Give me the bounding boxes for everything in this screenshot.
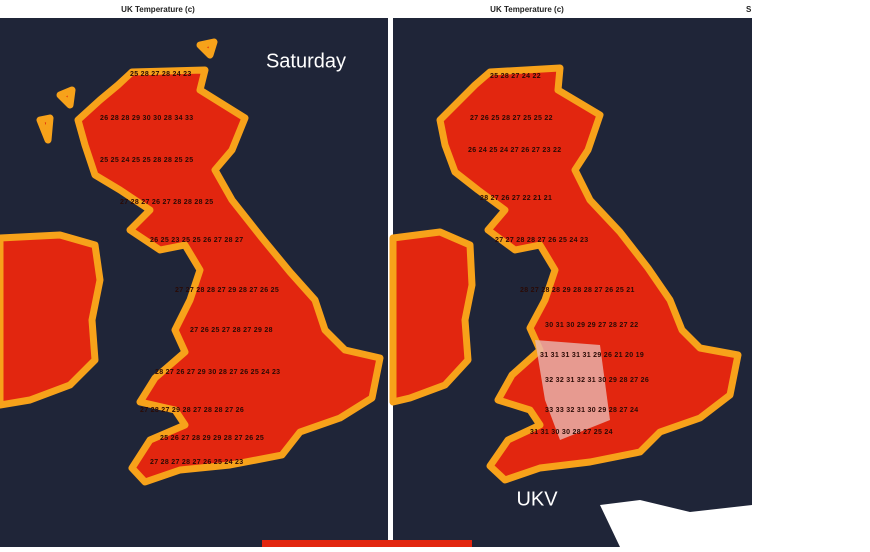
temperature-row: 27 27 28 28 27 26 25 24 23 bbox=[495, 237, 588, 244]
temperature-row: 26 25 23 25 25 26 27 28 27 bbox=[150, 237, 243, 244]
ireland bbox=[0, 231, 104, 409]
bottom-strip bbox=[262, 540, 472, 547]
temperature-row: 32 32 31 32 31 30 29 28 27 26 bbox=[545, 377, 649, 384]
temperature-row: 28 27 26 27 29 30 28 27 26 25 24 23 bbox=[155, 369, 280, 376]
temperature-row: 25 28 27 28 24 23 bbox=[130, 71, 192, 78]
temperature-row: 27 28 27 28 27 26 25 24 23 bbox=[150, 459, 243, 466]
left-label: Saturday bbox=[266, 50, 346, 72]
temperature-row: 30 31 30 29 29 27 28 27 22 bbox=[545, 322, 638, 329]
temperature-row: 27 28 27 26 27 28 28 28 25 bbox=[120, 199, 213, 206]
temperature-row: 25 28 27 24 22 bbox=[490, 73, 541, 80]
temperature-row: 27 26 25 27 28 27 29 28 bbox=[190, 327, 273, 334]
right-title: UK Temperature (c) bbox=[490, 5, 564, 14]
temperature-row: 26 28 28 29 30 30 28 34 33 bbox=[100, 115, 193, 122]
temperature-row: 27 26 25 28 27 25 25 22 bbox=[470, 115, 553, 122]
france-coast bbox=[600, 500, 752, 547]
temperature-row: 25 25 24 25 25 28 28 25 25 bbox=[100, 157, 193, 164]
temperature-row: 31 31 30 30 28 27 25 24 bbox=[530, 429, 613, 436]
temperature-row: 33 33 32 31 30 29 28 27 24 bbox=[545, 407, 638, 414]
temperature-row: 27 28 27 29 28 27 28 28 27 26 bbox=[140, 407, 244, 414]
temperature-row: 31 31 31 31 31 29 26 21 20 19 bbox=[540, 352, 644, 359]
temperature-row: 25 26 27 28 29 29 28 27 26 25 bbox=[160, 435, 264, 442]
ireland bbox=[389, 228, 476, 406]
right-label: UKV bbox=[516, 488, 558, 510]
great-britain bbox=[436, 64, 742, 484]
temperature-row: 26 24 25 24 27 26 27 23 22 bbox=[468, 147, 561, 154]
temperature-row: 28 27 26 27 22 21 21 bbox=[480, 195, 552, 202]
northern-isles bbox=[36, 38, 218, 144]
temperature-row: 27 27 28 28 27 29 28 27 26 25 bbox=[175, 287, 279, 294]
right-map bbox=[389, 64, 752, 547]
left-map bbox=[0, 38, 384, 486]
temperature-row: 28 27 28 28 29 28 28 27 26 25 21 bbox=[520, 287, 635, 294]
great-britain bbox=[74, 66, 384, 486]
left-title: UK Temperature (c) bbox=[121, 5, 195, 14]
hot-area bbox=[535, 340, 610, 440]
cut-title: S bbox=[746, 5, 752, 14]
